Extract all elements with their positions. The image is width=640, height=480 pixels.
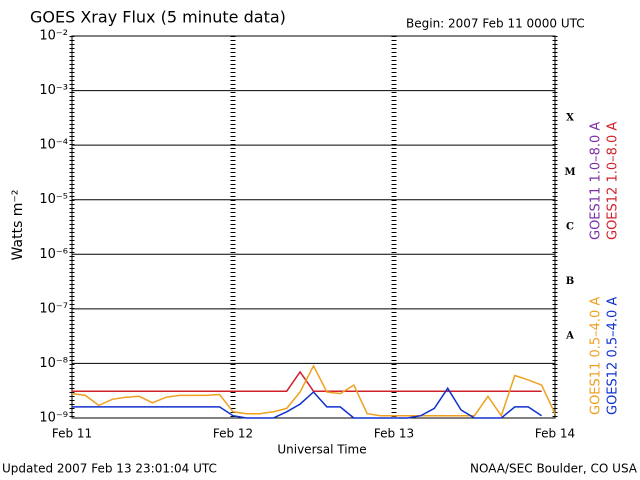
flare-class-label: B: [566, 276, 574, 287]
series-line: [72, 386, 543, 419]
flare-class-label: C: [566, 222, 574, 233]
legend-entry: GOES11 0.5–4.0 A: [589, 297, 604, 415]
plot-frame: [71, 35, 556, 419]
chart-title: GOES Xray Flux (5 minute data): [30, 8, 286, 27]
legend-entry: GOES12 1.0–8.0 A: [606, 122, 621, 240]
legend-entry: GOES12 0.5–4.0 A: [606, 297, 621, 415]
series-line: [72, 370, 542, 392]
x-tick-label: Feb 13: [374, 427, 414, 441]
footer-left: Updated 2007 Feb 13 23:01:04 UTC: [2, 462, 217, 476]
y-tick-label: 10⁻⁵: [39, 192, 68, 207]
x-tick-label: Feb 14: [535, 427, 575, 441]
series-line: [71, 364, 556, 418]
flare-class-label: A: [565, 331, 574, 342]
y-tick-label: 10⁻²: [39, 29, 68, 44]
x-tick-label: Feb 11: [52, 427, 92, 441]
y-tick-label: 10⁻⁷: [39, 301, 68, 316]
y-axis-label: Watts m⁻²: [10, 190, 26, 261]
chart-subtitle: Begin: 2007 Feb 11 0000 UTC: [406, 17, 585, 31]
y-tick-label: 10⁻⁴: [39, 138, 68, 153]
y-tick-label: 10⁻⁶: [39, 247, 68, 262]
y-tick-label: 10⁻³: [39, 83, 68, 98]
legend-entry: GOES11 1.0–8.0 A: [589, 122, 604, 240]
x-axis-label: Universal Time: [277, 443, 366, 457]
y-tick-label: 10⁻⁹: [39, 411, 68, 426]
y-tick-label: 10⁻⁸: [39, 356, 68, 371]
footer-right: NOAA/SEC Boulder, CO USA: [470, 462, 638, 476]
x-tick-label: Feb 12: [213, 427, 253, 441]
flare-class-label: M: [564, 167, 575, 178]
flare-class-label: X: [566, 112, 574, 123]
